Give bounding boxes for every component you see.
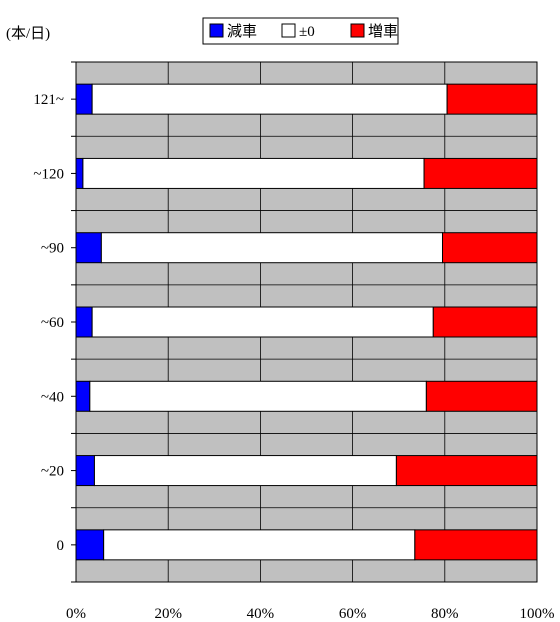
x-tick-label: 20% [154,606,182,622]
x-tick-label: 100% [520,606,555,622]
legend-label: 増車 [368,23,398,40]
unit-label: (本/日) [6,25,50,42]
category-label: ~90 [41,241,64,257]
bar-segment [100,232,443,264]
x-tick-label: 0% [66,606,86,622]
bar-segment [91,83,448,115]
bar-segment [425,380,538,412]
bar-segment [441,232,538,264]
legend-box [202,17,399,45]
category-label: ~20 [41,464,64,480]
category-label: ~40 [41,389,64,405]
legend-label: 減車 [227,23,257,40]
bar-segment [75,529,105,561]
bar-segment [423,157,538,189]
x-tick-label: 60% [339,606,367,622]
bar-segment [414,529,538,561]
axis: 121~ ~120 ~90 ~60 ~40 ~20 0 0% 20% 40% 60% 80% 100% [33,61,555,622]
bar-segment [103,529,416,561]
bar-segment [89,380,427,412]
bar-segment [82,157,425,189]
bar-segment [75,232,102,264]
x-tick-label: 40% [247,606,275,622]
bar-segment [93,455,397,487]
bar-segment [432,306,538,338]
legend-swatch [209,23,224,38]
bars [75,83,538,561]
bar-segment [75,455,95,487]
bar-segment [395,455,538,487]
category-label: 121~ [33,92,64,108]
category-label: ~60 [41,315,64,331]
bar-segment [75,306,93,338]
category-label: ~120 [33,166,64,182]
bar-segment [91,306,434,338]
bar-segment [75,83,93,115]
bar-segment [446,83,538,115]
bar-segment [75,380,91,412]
category-label: 0 [57,538,65,554]
bar-segment [75,157,84,189]
legend-swatch [281,23,296,38]
legend-swatch [350,23,365,38]
x-tick-label: 80% [431,606,459,622]
legend-label: ±0 [299,24,315,40]
legend: 減車 ±0 増車 [202,17,399,45]
